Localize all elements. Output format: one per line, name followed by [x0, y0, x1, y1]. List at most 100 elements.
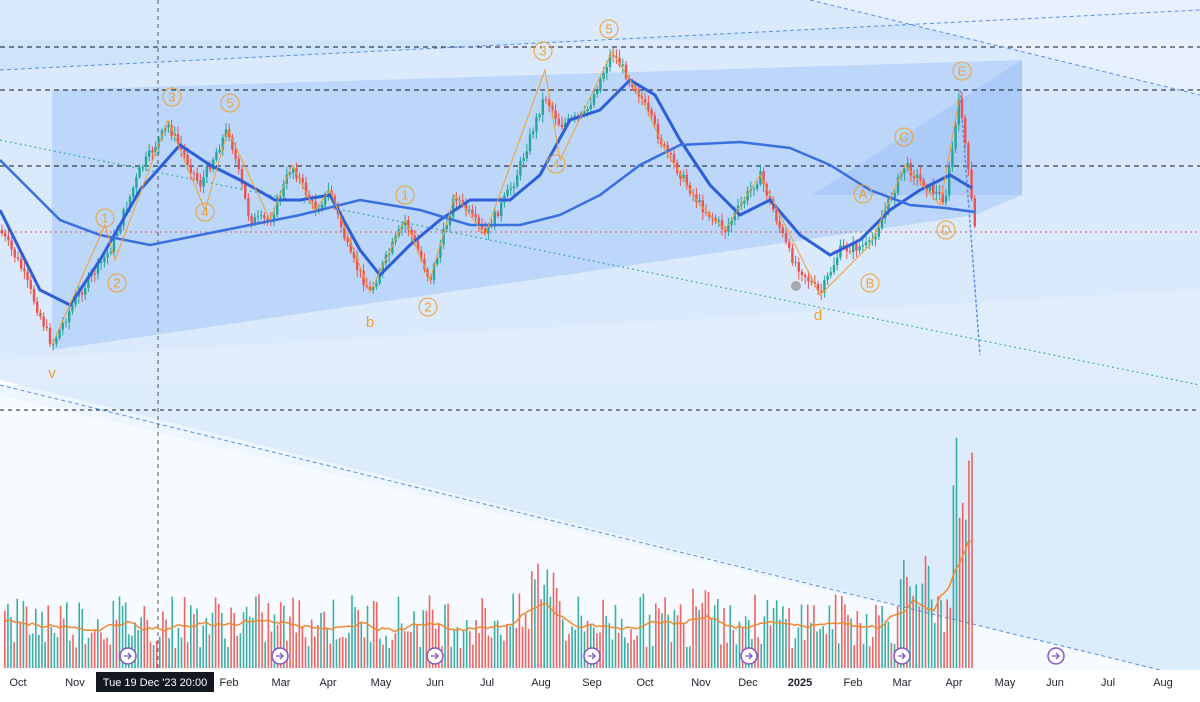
volume-bar [320, 612, 322, 668]
volume-bar [245, 606, 248, 668]
candle-body [695, 194, 698, 202]
candle-body [256, 216, 260, 218]
candle-body [432, 264, 436, 280]
candle-body [167, 125, 170, 128]
volume-bar [772, 608, 775, 668]
volume-bar [689, 646, 691, 668]
volume-bar [459, 647, 462, 668]
candle-body [132, 188, 135, 197]
candle-body [138, 167, 141, 177]
moving-averages[interactable] [0, 78, 976, 307]
volume-bar [227, 647, 229, 668]
volume-bar [940, 600, 942, 668]
volume-bar [75, 647, 77, 668]
volume-bar [754, 594, 756, 668]
volume-bar [140, 617, 142, 668]
candle-body [951, 148, 954, 168]
volume-bar [673, 609, 676, 668]
candle-body [698, 200, 701, 202]
volume-bar [648, 614, 651, 668]
volume-bar [267, 603, 270, 668]
candle-body [756, 184, 759, 189]
candle-body [768, 195, 772, 200]
volume-bar [438, 623, 440, 668]
trendline-top[interactable] [0, 9, 1200, 71]
volume-bar [4, 610, 6, 668]
volume-bar [391, 639, 394, 668]
candle-body [618, 57, 621, 66]
trendline-bottom[interactable] [0, 384, 1161, 671]
candle-body [20, 258, 23, 269]
candle-body [205, 166, 208, 178]
candle-body [362, 270, 365, 286]
candle-body [874, 236, 877, 240]
volume-bars [3, 437, 973, 668]
volume-bar [214, 597, 217, 668]
volume-bar [692, 588, 694, 668]
volume-bar [453, 629, 456, 668]
volume-bar [918, 606, 921, 668]
x-tick-label-4: Feb [220, 677, 239, 689]
candle-body [909, 163, 912, 176]
volume-bar [62, 618, 65, 668]
volume-bar [695, 606, 697, 668]
volume-bar [354, 606, 356, 668]
volume-bar [106, 637, 108, 668]
candle-body [93, 273, 96, 275]
volume-bar [456, 626, 459, 668]
candle-body [880, 217, 884, 228]
candle-body [474, 214, 477, 218]
volume-bar [909, 586, 911, 668]
volume-bar [655, 603, 657, 668]
candle-body [813, 282, 816, 285]
candle-body [493, 212, 496, 227]
x-tick-label-16: Feb [844, 677, 863, 689]
wave-label-4: 4 [201, 205, 208, 220]
volume-bar [493, 621, 496, 668]
trendline-green[interactable] [0, 139, 1200, 386]
candle-body [932, 184, 935, 194]
candle-body [173, 133, 176, 136]
candle-body [381, 263, 384, 275]
candle-body [272, 214, 276, 222]
candle-body [538, 114, 541, 117]
volume-bar [394, 633, 397, 668]
wave-label-3: 3 [168, 90, 175, 105]
wave-lines[interactable] [51, 50, 961, 346]
candle-body [423, 258, 426, 270]
candle-body [720, 220, 724, 230]
volume-bar [552, 572, 555, 668]
volume-bar [186, 642, 189, 668]
candle-body [682, 174, 685, 179]
wave-label-13: C [899, 130, 908, 145]
candle-body [340, 214, 343, 228]
volume-bar [196, 608, 198, 668]
wave-label-12: B [866, 276, 875, 291]
candle-body [407, 220, 410, 230]
volume-bar [233, 612, 235, 668]
event-markers[interactable] [119, 647, 1065, 665]
time-axis[interactable]: Oct Nov Feb Mar Apr May Jun Jul Aug Sep Oct Nov Dec 2… [9, 677, 1172, 689]
volume-bar [100, 632, 102, 668]
candle-body [7, 236, 10, 241]
volume-bar [651, 646, 654, 668]
volume-bar [844, 604, 846, 668]
projection-line[interactable] [959, 89, 981, 356]
candle-body [672, 154, 676, 163]
volume-bar [16, 598, 18, 668]
volume-bar [937, 596, 939, 668]
event-arrow-icon [898, 652, 906, 660]
candle-body [506, 189, 509, 196]
volume-bar [934, 622, 936, 668]
trendline-right[interactable] [809, 0, 1200, 96]
candle-body [151, 150, 154, 153]
candle-body [199, 180, 202, 187]
volume-bar [837, 643, 840, 668]
volume-bar [31, 633, 34, 668]
volume-bar [47, 605, 49, 668]
volume-bar [701, 602, 704, 668]
candle-body [592, 94, 596, 105]
candle-body [551, 105, 554, 111]
candle-body [653, 115, 656, 124]
